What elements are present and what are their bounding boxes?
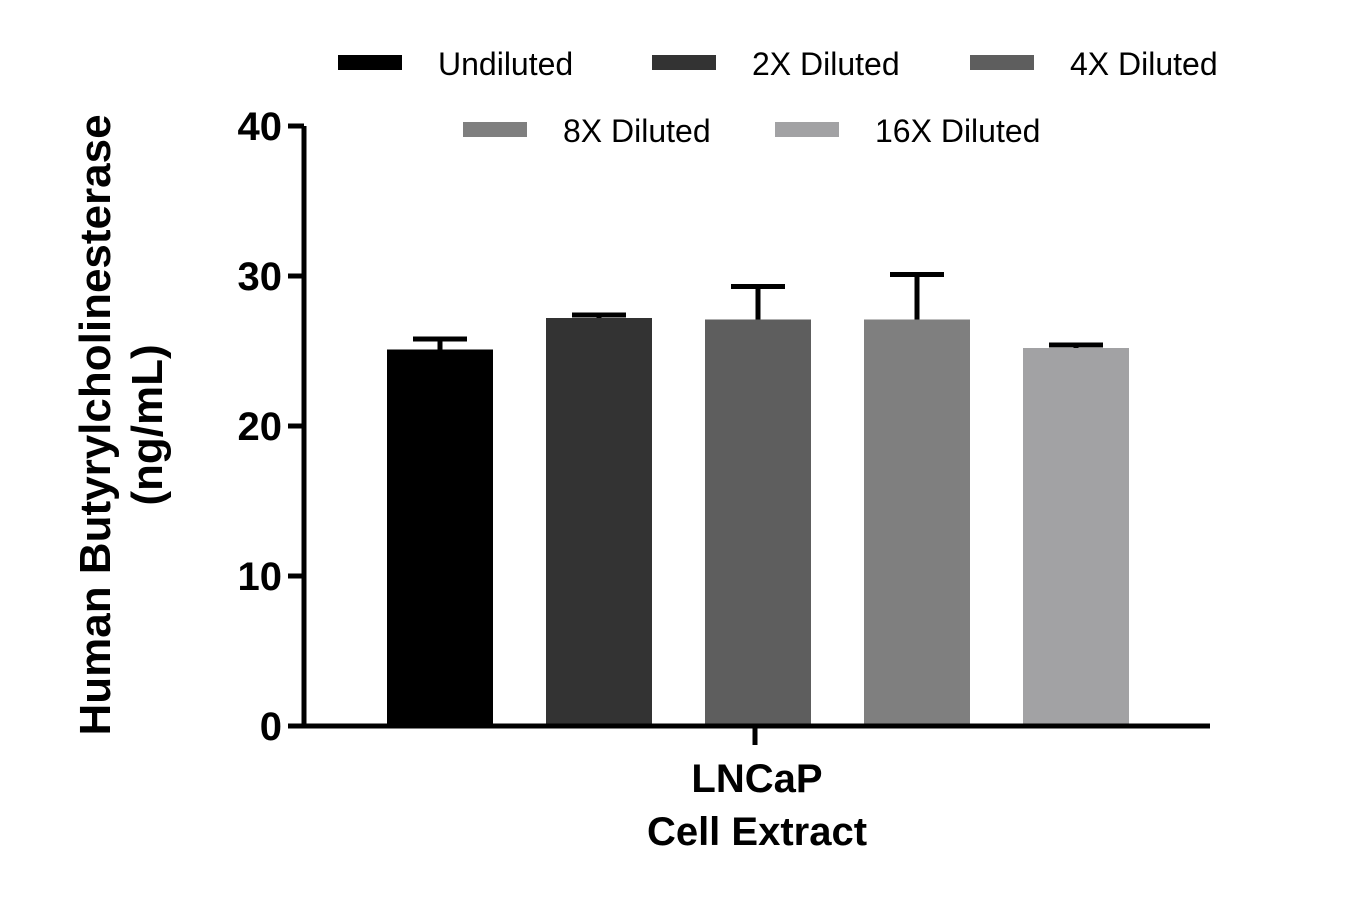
- legend-swatch-2x-diluted: [652, 55, 716, 70]
- bar: [1023, 348, 1129, 726]
- legend-swatch-undiluted: [338, 55, 402, 70]
- y-tick-label: 40: [238, 105, 283, 149]
- bar: [546, 318, 652, 726]
- legend-label-2x-diluted: 2X Diluted: [752, 46, 900, 82]
- legend-item-16x-diluted: 16X Diluted: [775, 113, 1040, 149]
- legend-item-8x-diluted: 8X Diluted: [463, 113, 711, 149]
- legend: Undiluted 2X Diluted 4X Diluted 8X Dilut…: [338, 46, 1218, 149]
- bar: [864, 319, 970, 726]
- y-axis-title: Human Butyrylcholinesterase (ng/mL): [71, 114, 172, 735]
- legend-item-4x-diluted: 4X Diluted: [970, 46, 1218, 82]
- legend-item-undiluted: Undiluted: [338, 46, 573, 82]
- category-label-line-1: LNCaP: [691, 757, 822, 801]
- y-axis-title-line-1: Human Butyrylcholinesterase: [71, 114, 120, 735]
- bar: [705, 319, 811, 726]
- y-axis-title-line-2: (ng/mL): [123, 344, 172, 505]
- legend-swatch-16x-diluted: [775, 122, 839, 137]
- y-axis-ticks: 0 10 20 30 40: [238, 105, 304, 749]
- bar: [387, 349, 493, 726]
- y-tick-label: 10: [238, 555, 283, 599]
- legend-item-2x-diluted: 2X Diluted: [652, 46, 900, 82]
- y-tick-label: 20: [238, 405, 283, 449]
- category-label-line-2: Cell Extract: [647, 810, 867, 854]
- bars: [387, 272, 1129, 726]
- legend-swatch-8x-diluted: [463, 122, 527, 137]
- legend-label-4x-diluted: 4X Diluted: [1070, 46, 1218, 82]
- legend-swatch-4x-diluted: [970, 55, 1034, 70]
- legend-label-8x-diluted: 8X Diluted: [563, 113, 711, 149]
- y-tick-label: 30: [238, 255, 283, 299]
- legend-label-undiluted: Undiluted: [438, 46, 573, 82]
- legend-label-16x-diluted: 16X Diluted: [875, 113, 1040, 149]
- y-tick-label: 0: [260, 705, 282, 749]
